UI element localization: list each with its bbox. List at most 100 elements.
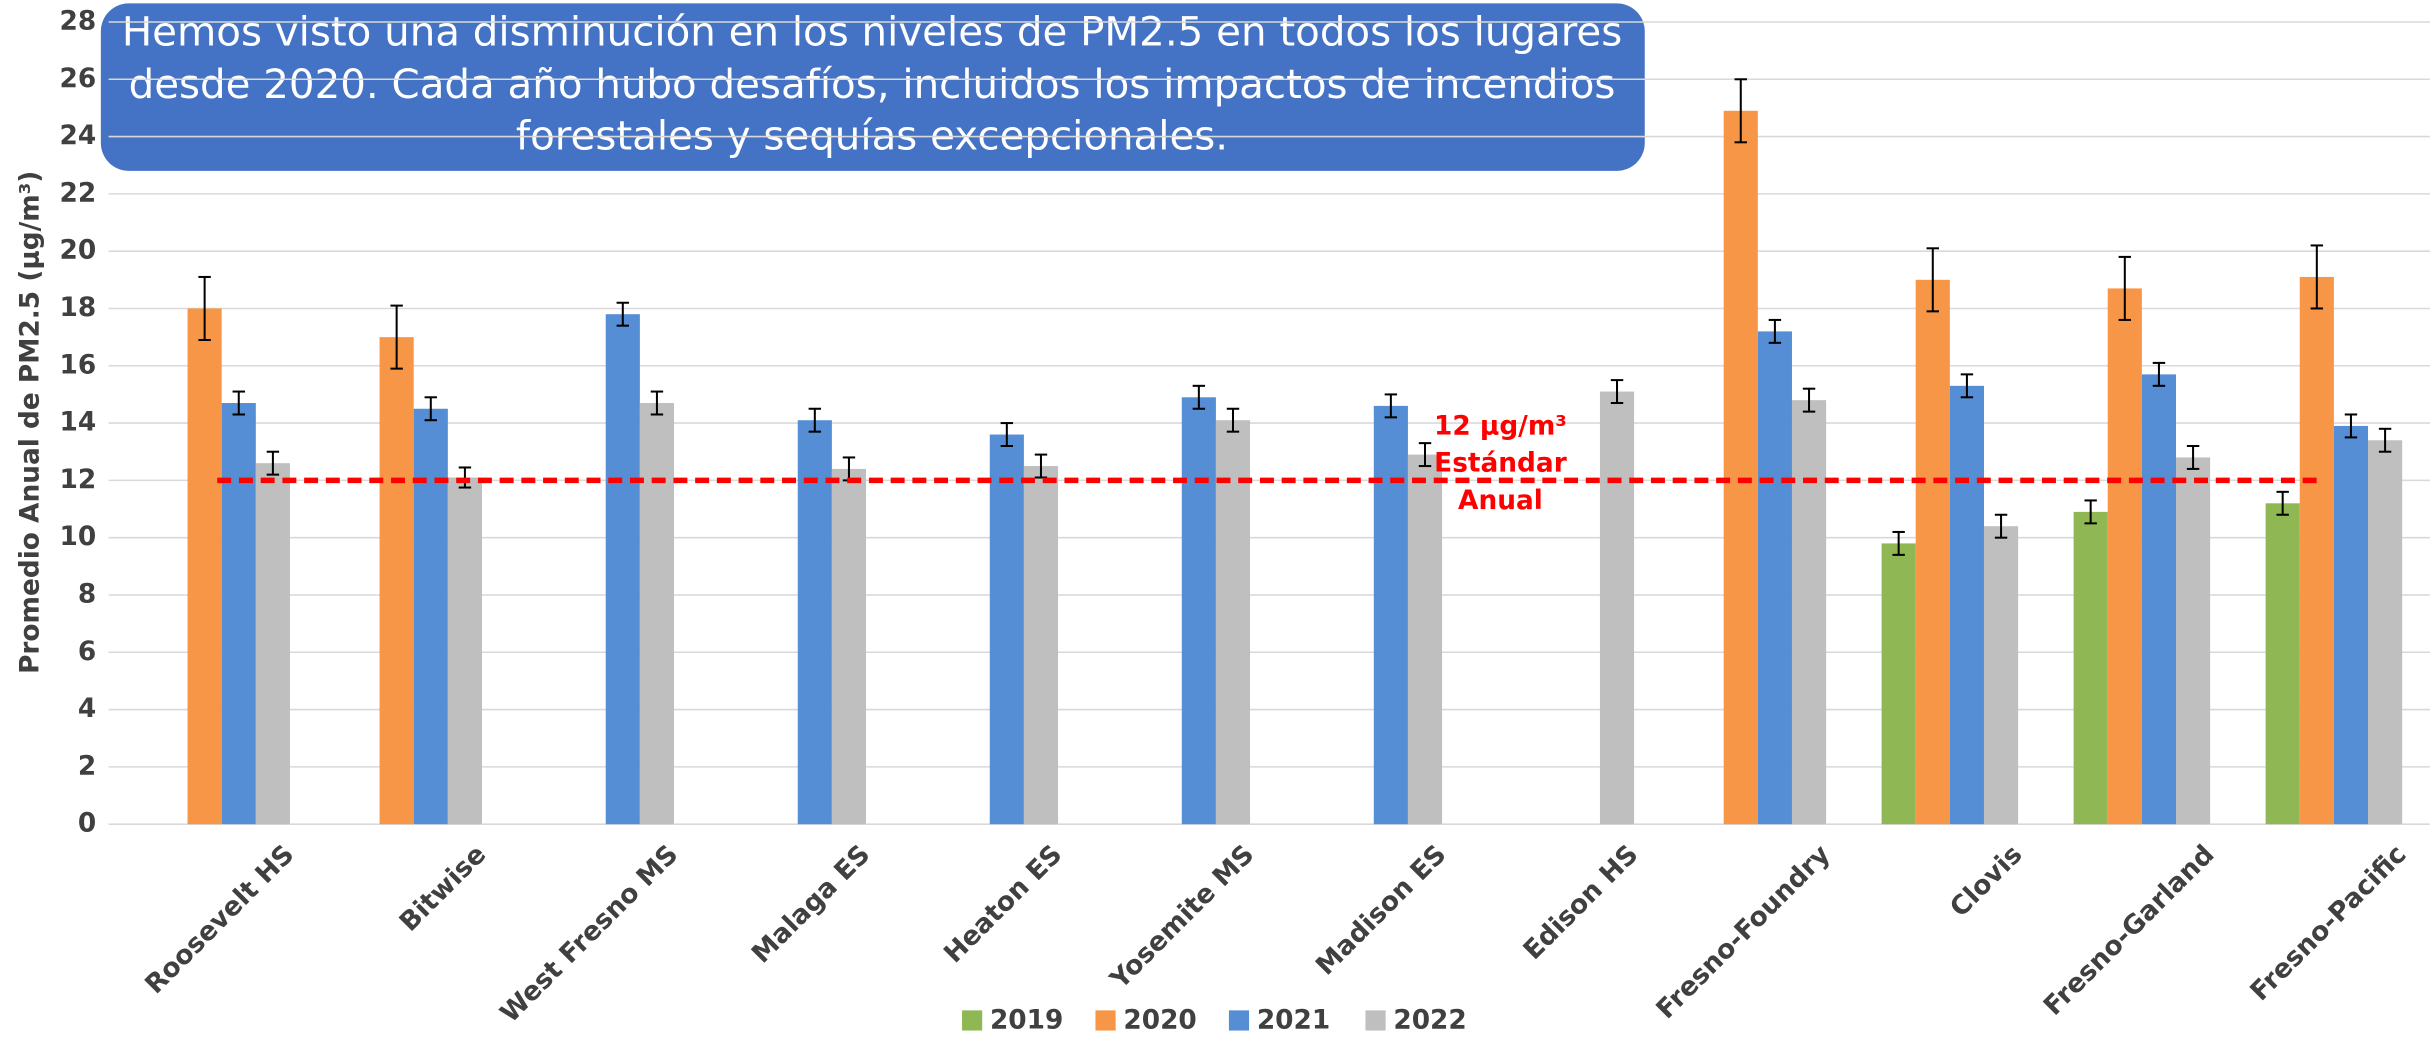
y-tick-label: 18 (60, 293, 97, 323)
reference-label: 12 µg/m³ (1434, 411, 1567, 441)
bar (1215, 420, 1251, 825)
title-box (100, 3, 1645, 171)
bar (2107, 288, 2142, 825)
y-tick-label: 20 (60, 236, 97, 266)
reference-label: Anual (1458, 486, 1543, 516)
bar (1023, 466, 1059, 825)
bar (379, 337, 414, 825)
bar (639, 403, 675, 825)
bar (2265, 503, 2300, 825)
bar (2073, 511, 2108, 825)
bar (797, 420, 832, 825)
error-bar (424, 396, 437, 422)
legend-label: 2019 (990, 1006, 1063, 1036)
y-tick-label: 16 (60, 350, 97, 380)
x-tick-label: Malaga ES (746, 840, 876, 970)
bar (2333, 425, 2369, 825)
x-tick-label: Madison ES (1310, 840, 1452, 982)
x-tick-label: Heaton ES (939, 840, 1069, 970)
error-bar (808, 407, 822, 433)
bar (1373, 405, 1408, 825)
x-tick-label: Yosemite MS (1104, 840, 1260, 996)
legend-swatch (962, 1010, 983, 1031)
error-bar (1000, 422, 1014, 448)
bar (1599, 391, 1635, 825)
bar (1915, 279, 1950, 825)
error-bar (1734, 78, 1747, 144)
bar (447, 477, 482, 825)
bar (2299, 276, 2334, 825)
y-tick-label: 12 (60, 465, 97, 495)
error-bar (2310, 244, 2324, 310)
error-bar (2118, 255, 2132, 321)
error-bar (1192, 384, 1206, 410)
error-bar (2084, 499, 2097, 525)
y-tick-label: 26 (60, 64, 97, 94)
error-bar (2186, 444, 2200, 470)
error-bar (2276, 490, 2289, 516)
y-tick-label: 6 (78, 637, 96, 667)
error-bar (1610, 379, 1624, 405)
error-bar (1418, 442, 1432, 468)
y-tick-label: 24 (60, 121, 97, 151)
bar (1983, 526, 2019, 825)
chart-title: Hemos visto una disminución en los nivel… (122, 8, 1622, 55)
y-tick-label: 22 (60, 178, 97, 208)
bar (413, 408, 448, 825)
legend-swatch (1365, 1010, 1386, 1031)
y-tick-label: 8 (78, 579, 96, 609)
error-bar (2344, 413, 2358, 439)
y-tick-label: 28 (60, 6, 97, 36)
legend-label: 2021 (1257, 1006, 1330, 1036)
error-bar (232, 390, 245, 416)
y-tick-label: 0 (78, 809, 96, 839)
error-bar (1802, 387, 1816, 413)
error-bar (1926, 247, 1939, 313)
legend-label: 2020 (1123, 1006, 1196, 1036)
bar (1791, 400, 1827, 825)
error-bar (1892, 530, 1905, 556)
bar (831, 468, 867, 825)
bar (989, 434, 1024, 825)
bar (187, 308, 222, 825)
bar (2176, 457, 2211, 825)
bar (1949, 385, 1984, 825)
error-bar (458, 466, 472, 489)
bar (1881, 543, 1916, 825)
bar (605, 314, 640, 825)
error-bar (1034, 453, 1048, 479)
legend-swatch (1228, 1010, 1250, 1031)
bar (1723, 110, 1758, 825)
error-bar (1768, 318, 1782, 344)
error-bar (2152, 361, 2166, 387)
legend-swatch (1095, 1010, 1116, 1031)
x-tick-label: Roosevelt HS (140, 840, 301, 1001)
x-tick-label: Edison HS (1518, 840, 1644, 966)
x-tick-label: Fresno-Foundry (1651, 840, 1837, 1026)
error-bar (650, 390, 664, 416)
error-bar (1960, 373, 1974, 399)
x-tick-label: West Fresno MS (495, 840, 684, 1029)
x-tick-label: Clovis (1945, 840, 2029, 924)
error-bar (390, 304, 403, 370)
bar (2368, 440, 2403, 825)
x-tick-label: Fresno-Pacific (2245, 840, 2413, 1008)
error-bar (1994, 513, 2008, 539)
bar (2141, 374, 2177, 825)
x-tick-label: Fresno-Garland (2038, 840, 2220, 1022)
reference-label: Estándar (1434, 449, 1567, 479)
legend-label: 2022 (1393, 1006, 1466, 1036)
y-tick-label: 14 (60, 408, 97, 438)
y-axis-label: Promedio Anual de PM2.5 (µg/m³) (16, 171, 46, 674)
bar (1757, 331, 1792, 825)
error-bar (2378, 427, 2392, 453)
bar (255, 463, 290, 825)
bar (221, 403, 256, 825)
error-bar (1226, 407, 1240, 433)
y-tick-label: 2 (78, 751, 96, 781)
error-bar (198, 275, 211, 341)
chart-title: desde 2020. Cada año hubo desafíos, incl… (129, 61, 1616, 108)
bar (1181, 397, 1216, 825)
x-tick-label: Bitwise (394, 840, 492, 938)
